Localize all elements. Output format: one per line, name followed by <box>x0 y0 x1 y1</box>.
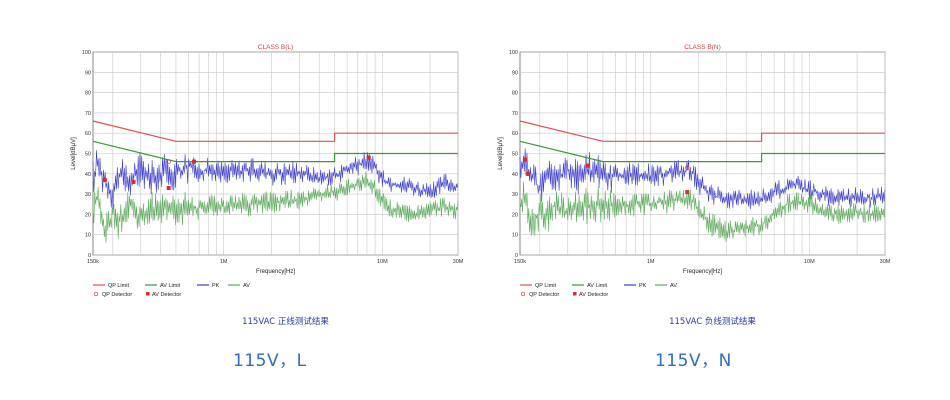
y-tick-label: 40 <box>512 172 518 178</box>
qp-limit-line <box>519 120 885 142</box>
legend-label: AV Limit <box>587 283 608 289</box>
y-tick-label: 10 <box>85 233 91 239</box>
av-limit-line <box>519 140 885 163</box>
legend-label: QP Limit <box>535 283 556 289</box>
legend-label: AV Limit <box>160 283 181 289</box>
series-line-av <box>92 171 459 243</box>
series-line-pk <box>92 150 459 209</box>
y-tick-label: 50 <box>85 152 91 158</box>
legend-label: QP Limit <box>108 283 129 289</box>
x-tick-label: 1M <box>647 259 655 265</box>
av-detector-point <box>102 177 107 182</box>
av-detector-point <box>166 186 171 191</box>
av-detector-point <box>525 171 530 176</box>
y-tick-label: 20 <box>512 212 518 218</box>
y-axis-label: Level[dBμV] <box>498 137 504 170</box>
y-tick-label: 90 <box>85 70 91 76</box>
y-tick-label: 80 <box>512 91 518 97</box>
legend-label: QP Detector <box>102 292 132 298</box>
legend-label: PK <box>212 283 220 289</box>
chart-title: CLASS B(N) <box>684 44 720 51</box>
qp-detector-point <box>131 179 136 185</box>
qp-detector-point <box>366 155 371 160</box>
av-detector-point <box>366 155 371 160</box>
emi-chart-right: CLASS B(N) 0 10 20 30 40 50 60 70 80 90 100 150k 1M 10… <box>498 44 891 327</box>
av-detector-point <box>685 190 690 195</box>
x-tick-label: 10M <box>377 259 388 265</box>
qp-limit-line <box>92 120 458 142</box>
x-tick-label: 150k <box>514 259 526 265</box>
chart-panel-left: CLASS B(L) 0 10 20 30 40 50 60 70 80 90 100 150k 1M 10… <box>70 38 470 338</box>
y-tick-label: 60 <box>85 131 91 137</box>
qp-detector-point <box>102 177 107 183</box>
legend-label: AV <box>670 283 677 289</box>
series-line-pk <box>519 148 886 210</box>
legend-label: PK <box>639 283 647 289</box>
legend-qp-detector-marker <box>93 291 99 297</box>
qp-detector-point <box>523 157 528 162</box>
qp-detector-point <box>166 159 171 164</box>
chart-caption: 115VAC 正线测试结果 <box>242 316 329 327</box>
x-tick-label: 10M <box>804 259 815 265</box>
legend-label: AV <box>243 283 250 289</box>
y-tick-label: 40 <box>85 172 91 178</box>
legend-av-detector-marker <box>573 292 577 296</box>
y-tick-label: 30 <box>512 192 518 198</box>
x-tick-label: 30M <box>453 259 464 265</box>
qp-detector-point <box>525 171 530 176</box>
legend-label: AV Detector <box>579 292 608 298</box>
x-tick-label: 1M <box>220 259 228 265</box>
y-tick-label: 0 <box>515 253 518 259</box>
av-detector-point <box>523 157 528 162</box>
legend-label: AV Detector <box>152 292 181 298</box>
chart-title: CLASS B(L) <box>258 44 293 51</box>
qp-detector-point <box>585 163 590 168</box>
y-tick-label: 80 <box>85 91 91 97</box>
y-tick-label: 100 <box>82 50 91 56</box>
legend-qp-detector-marker <box>520 291 526 297</box>
y-tick-label: 70 <box>512 111 518 117</box>
x-axis-label: Frequency[Hz] <box>683 269 722 275</box>
emi-chart-left: CLASS B(L) 0 10 20 30 40 50 60 70 80 90 100 150k 1M 10… <box>71 44 464 327</box>
y-tick-label: 50 <box>512 152 518 158</box>
av-detector-point <box>131 179 136 184</box>
qp-detector-point <box>685 165 690 170</box>
bottom-caption-right: 115V，N <box>655 351 732 371</box>
qp-detector-point <box>191 159 197 164</box>
x-tick-label: 150k <box>87 259 99 265</box>
legend-av-detector-marker <box>146 292 150 296</box>
y-tick-label: 100 <box>509 50 518 56</box>
chart-panel-right: CLASS B(N) 0 10 20 30 40 50 60 70 80 90 100 150k 1M 10… <box>497 38 897 338</box>
av-detector-point <box>192 159 197 164</box>
x-tick-label: 30M <box>880 259 891 265</box>
chart-caption: 115VAC 负线测试结果 <box>669 316 756 327</box>
y-tick-label: 70 <box>85 111 91 117</box>
bottom-caption-left: 115V，L <box>233 351 307 371</box>
x-axis-label: Frequency[Hz] <box>256 269 295 275</box>
y-tick-label: 20 <box>85 212 91 218</box>
av-detector-point <box>585 163 590 168</box>
series-line-av <box>519 181 886 242</box>
y-tick-label: 60 <box>512 131 518 137</box>
y-tick-label: 30 <box>85 192 91 198</box>
y-axis-label: Level[dBμV] <box>71 137 77 170</box>
y-tick-label: 90 <box>512 70 518 76</box>
y-tick-label: 10 <box>512 233 518 239</box>
av-limit-line <box>92 140 458 163</box>
legend-label: QP Detector <box>529 292 559 298</box>
y-tick-label: 0 <box>88 253 91 259</box>
